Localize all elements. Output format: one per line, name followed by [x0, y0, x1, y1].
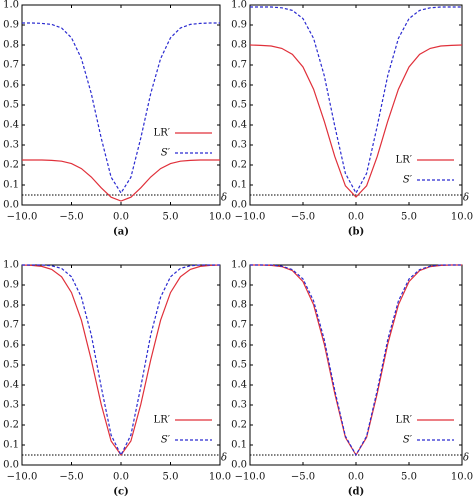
- y-tick-label: 0.0: [3, 200, 19, 211]
- y-tick-label: 0.2: [3, 420, 19, 431]
- y-tick-label: 0.2: [231, 420, 247, 431]
- plot-frame: [249, 4, 463, 206]
- series-line: [249, 44, 463, 198]
- legend-label: LR′: [154, 128, 171, 139]
- y-tick-label: 0.4: [231, 120, 247, 131]
- y-tick-label: 0.1: [231, 440, 247, 451]
- x-tick-label: −10.0: [235, 212, 266, 223]
- y-tick-label: 0.2: [231, 160, 247, 171]
- x-axis-label: δ: [463, 453, 469, 464]
- series-line: [22, 22, 220, 195]
- x-tick-label: −5.0: [59, 472, 83, 483]
- x-tick-label: 0.0: [113, 472, 129, 483]
- panel-label: (d): [348, 487, 364, 498]
- series-line: [250, 6, 462, 195]
- x-tick-label: 0.0: [348, 472, 364, 483]
- y-tick-label: 0.9: [231, 280, 247, 291]
- y-tick-label: 0.9: [3, 20, 19, 31]
- plot-frame: [21, 4, 221, 206]
- series-line: [250, 264, 462, 457]
- y-tick-label: 0.8: [3, 300, 19, 311]
- y-tick-label: 1.0: [3, 0, 19, 11]
- y-tick-label: 0.7: [3, 320, 19, 331]
- y-tick-label: 0.7: [231, 320, 247, 331]
- y-tick-label: 0.4: [3, 120, 19, 131]
- y-tick-label: 0.5: [231, 360, 247, 371]
- panel-label: (b): [348, 227, 364, 238]
- x-axis-label: δ: [463, 193, 469, 204]
- y-tick-label: 0.0: [3, 460, 19, 471]
- legend-label: S′: [161, 148, 171, 159]
- legend-label: LR′: [396, 155, 413, 166]
- y-tick-label: 0.2: [3, 160, 19, 171]
- y-tick-label: 0.3: [231, 400, 247, 411]
- series-line: [21, 264, 221, 457]
- y-tick-label: 0.6: [3, 340, 19, 351]
- legend-label: LR′: [396, 415, 413, 426]
- x-tick-label: −5.0: [59, 212, 83, 223]
- plot-frame: [249, 264, 463, 466]
- y-tick-label: 0.6: [3, 80, 19, 91]
- x-tick-label: 0.0: [113, 212, 129, 223]
- y-tick-label: 0.1: [231, 180, 247, 191]
- y-tick-label: 0.8: [231, 300, 247, 311]
- panel-label: (a): [113, 227, 129, 238]
- x-tick-label: 0.0: [348, 212, 364, 223]
- y-tick-label: 0.4: [231, 380, 247, 391]
- y-tick-label: 0.0: [231, 460, 247, 471]
- y-tick-label: 0.6: [231, 80, 247, 91]
- y-tick-label: 0.5: [3, 100, 19, 111]
- x-tick-label: −10.0: [7, 472, 38, 483]
- y-tick-label: 0.3: [3, 400, 19, 411]
- y-tick-label: 0.8: [231, 40, 247, 51]
- x-tick-label: 10.0: [451, 212, 473, 223]
- x-tick-label: −10.0: [7, 212, 38, 223]
- y-tick-label: 0.9: [231, 20, 247, 31]
- y-tick-label: 0.7: [231, 60, 247, 71]
- plot-frame: [21, 264, 221, 466]
- y-tick-label: 0.1: [3, 180, 19, 191]
- x-tick-label: −10.0: [235, 472, 266, 483]
- x-tick-label: −5.0: [291, 212, 315, 223]
- legend-label: S′: [403, 175, 413, 186]
- y-tick-label: 0.5: [3, 360, 19, 371]
- legend-label: LR′: [154, 415, 171, 426]
- x-tick-label: 5.0: [163, 472, 179, 483]
- y-tick-label: 0.5: [231, 100, 247, 111]
- series-line: [250, 264, 462, 457]
- x-axis-label: δ: [221, 453, 227, 464]
- series-line: [22, 159, 220, 202]
- x-tick-label: 5.0: [401, 472, 417, 483]
- y-tick-label: 1.0: [231, 0, 247, 11]
- y-tick-label: 0.6: [231, 340, 247, 351]
- x-tick-label: 5.0: [401, 212, 417, 223]
- legend-label: S′: [161, 435, 171, 446]
- x-tick-label: 10.0: [209, 212, 231, 223]
- y-tick-label: 0.4: [3, 380, 19, 391]
- y-tick-label: 0.1: [3, 440, 19, 451]
- x-tick-label: 10.0: [209, 472, 231, 483]
- y-tick-label: 0.0: [231, 200, 247, 211]
- x-tick-label: 5.0: [163, 212, 179, 223]
- legend-label: S′: [403, 435, 413, 446]
- x-tick-label: 10.0: [451, 472, 473, 483]
- y-tick-label: 1.0: [3, 260, 19, 271]
- y-tick-label: 0.7: [3, 60, 19, 71]
- y-tick-label: 0.8: [3, 40, 19, 51]
- panel-label: (c): [113, 487, 129, 498]
- y-tick-label: 1.0: [231, 260, 247, 271]
- y-tick-label: 0.9: [3, 280, 19, 291]
- x-axis-label: δ: [221, 193, 227, 204]
- x-tick-label: −5.0: [291, 472, 315, 483]
- series-line: [22, 264, 220, 457]
- y-tick-label: 0.3: [3, 140, 19, 151]
- y-tick-label: 0.3: [231, 140, 247, 151]
